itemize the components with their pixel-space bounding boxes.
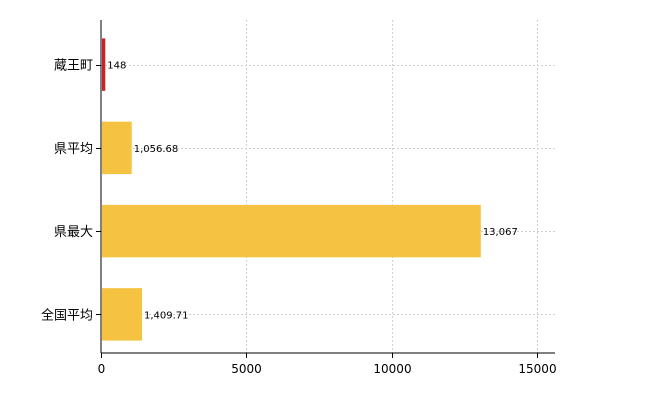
x-tick-label-3: 15000 bbox=[518, 362, 556, 376]
bar-1 bbox=[102, 121, 132, 175]
bar-0 bbox=[102, 38, 106, 91]
category-label-3: 全国平均 bbox=[41, 307, 93, 323]
data-label-2: 13,067 bbox=[483, 227, 518, 238]
category-label-2: 県最大 bbox=[54, 225, 93, 240]
category-label-1: 県平均 bbox=[54, 142, 93, 157]
data-label-0: 148 bbox=[107, 61, 126, 72]
bar-2 bbox=[102, 204, 481, 258]
x-tick-label-0: 0 bbox=[98, 362, 106, 376]
x-axis-ticks: 0 5000 10000 15000 bbox=[98, 353, 557, 376]
x-tick-label-2: 10000 bbox=[373, 362, 411, 376]
gridlines bbox=[101, 20, 555, 353]
x-tick-label-1: 5000 bbox=[231, 362, 262, 376]
category-label-0: 蔵王町 bbox=[54, 59, 93, 74]
bars bbox=[102, 38, 481, 341]
data-label-1: 1,056.68 bbox=[134, 144, 179, 155]
data-label-3: 1,409.71 bbox=[144, 310, 189, 321]
bar-3 bbox=[102, 288, 142, 341]
data-labels: 148 1,056.68 13,067 1,409.71 bbox=[107, 61, 518, 322]
